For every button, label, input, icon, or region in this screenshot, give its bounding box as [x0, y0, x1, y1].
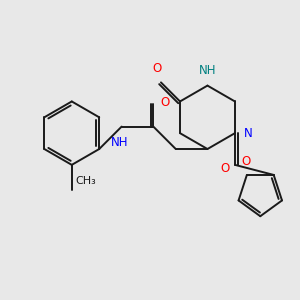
Text: O: O	[160, 96, 170, 109]
Text: NH: NH	[199, 64, 216, 77]
Text: NH: NH	[111, 136, 128, 148]
Text: O: O	[152, 62, 162, 76]
Text: N: N	[244, 127, 253, 140]
Text: O: O	[241, 155, 250, 168]
Text: CH₃: CH₃	[76, 176, 97, 186]
Text: O: O	[220, 162, 230, 175]
